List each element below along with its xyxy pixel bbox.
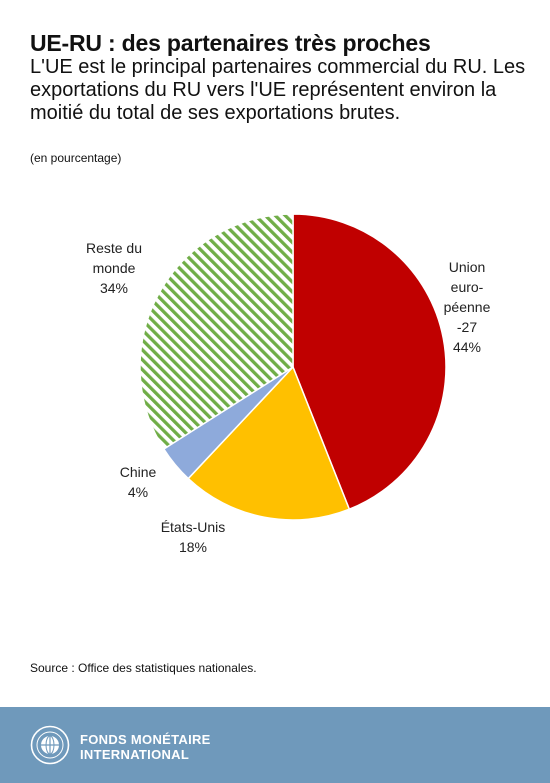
pie-slice	[292, 213, 447, 511]
pie-slice	[187, 365, 351, 521]
pie-chart: Union euro-péenne -27 44% États-Unis 18%Chine…	[86, 213, 491, 555]
slice-label: Reste du monde 34%	[86, 240, 142, 296]
chart-title: UE-RU : des partenaires très proches	[30, 30, 431, 56]
pie-slice	[139, 213, 294, 451]
footer-bar: FONDS MONÉTAIRE INTERNATIONAL	[0, 707, 550, 783]
slice-label: Chine 4%	[120, 464, 157, 500]
org-name-line1: FONDS MONÉTAIRE	[80, 732, 211, 747]
unit-note: (en pourcentage)	[30, 151, 122, 165]
source-note: Source : Office des statistiques nationa…	[30, 661, 257, 675]
org-name-line2: INTERNATIONAL	[80, 747, 190, 762]
slice-label: États-Unis 18%	[161, 519, 226, 555]
imf-seal-icon	[30, 725, 70, 765]
org-name: FONDS MONÉTAIRE INTERNATIONAL	[80, 732, 211, 762]
slice-label: Union euro-péenne -27 44%	[444, 259, 491, 355]
chart-subtitle: L'UE est le principal partenaires commer…	[30, 56, 526, 124]
